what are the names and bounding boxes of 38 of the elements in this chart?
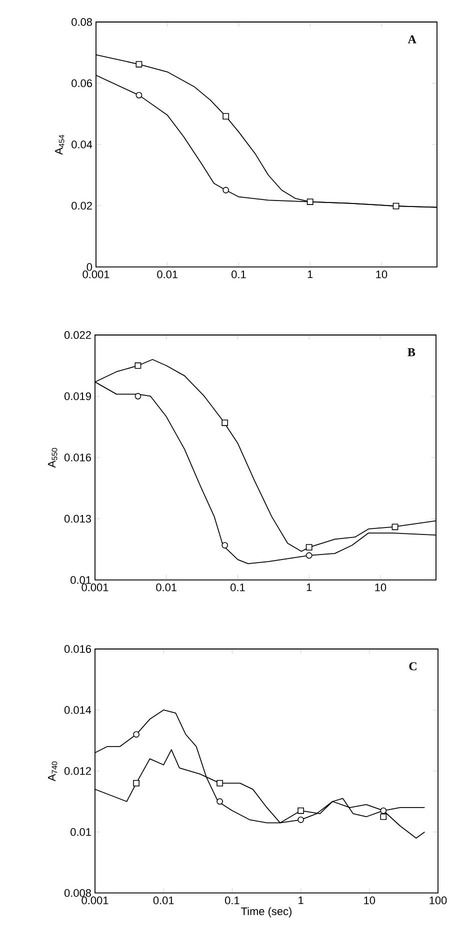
x-tick-label: 10 bbox=[375, 584, 386, 592]
x-tick-label: 0.1 bbox=[225, 896, 240, 904]
x-tick-label: 1 bbox=[306, 584, 312, 592]
annotation: C bbox=[409, 662, 416, 670]
x-tick-label: 10 bbox=[364, 896, 376, 904]
y-tick-label: 0.08 bbox=[72, 18, 92, 26]
y-tick-label: 0 bbox=[86, 263, 92, 271]
x-tick-label: 1 bbox=[298, 896, 304, 904]
x-tick-label: 100 bbox=[430, 896, 447, 904]
y-axis-title: A$_{740}$ bbox=[48, 761, 58, 782]
x-axis-title: Time (sec) bbox=[241, 907, 292, 918]
y-tick-label: 0.06 bbox=[72, 79, 92, 88]
x-tick-label: 0.1 bbox=[232, 270, 246, 278]
x-tick-label: 0.01 bbox=[153, 896, 174, 904]
x-tick-label: 0.1 bbox=[230, 584, 245, 592]
y-tick-label: 0.016 bbox=[64, 454, 91, 462]
y-axis-title: A$_{550}$ bbox=[48, 448, 58, 468]
x-tick-label: 1 bbox=[308, 270, 313, 278]
x-tick-label: 0.001 bbox=[82, 584, 108, 592]
x-tick-label: 0.01 bbox=[157, 270, 178, 278]
y-tick-label: 0.016 bbox=[64, 645, 91, 653]
y-tick-label: 0.014 bbox=[64, 706, 92, 714]
y-axis-title: A$_{454}$ bbox=[55, 134, 64, 155]
y-tick-label: 0.019 bbox=[64, 392, 91, 400]
y-tick-label: 0.01 bbox=[70, 828, 91, 836]
y-tick-label: 0.04 bbox=[72, 140, 92, 148]
y-tick-label: 0.01 bbox=[70, 576, 91, 584]
x-tick-label: 0.001 bbox=[82, 896, 108, 904]
x-tick-label: 0.001 bbox=[82, 270, 110, 278]
annotation: A bbox=[408, 35, 416, 44]
y-tick-label: 0.022 bbox=[64, 331, 91, 339]
y-tick-label: 0.013 bbox=[64, 514, 91, 523]
y-tick-label: 0.02 bbox=[72, 202, 92, 210]
x-tick-label: 10 bbox=[376, 270, 388, 278]
x-tick-label: 0.01 bbox=[156, 584, 176, 592]
y-tick-label: 0.008 bbox=[64, 889, 91, 897]
y-tick-label: 0.012 bbox=[64, 767, 91, 775]
annotation: B bbox=[408, 348, 416, 356]
